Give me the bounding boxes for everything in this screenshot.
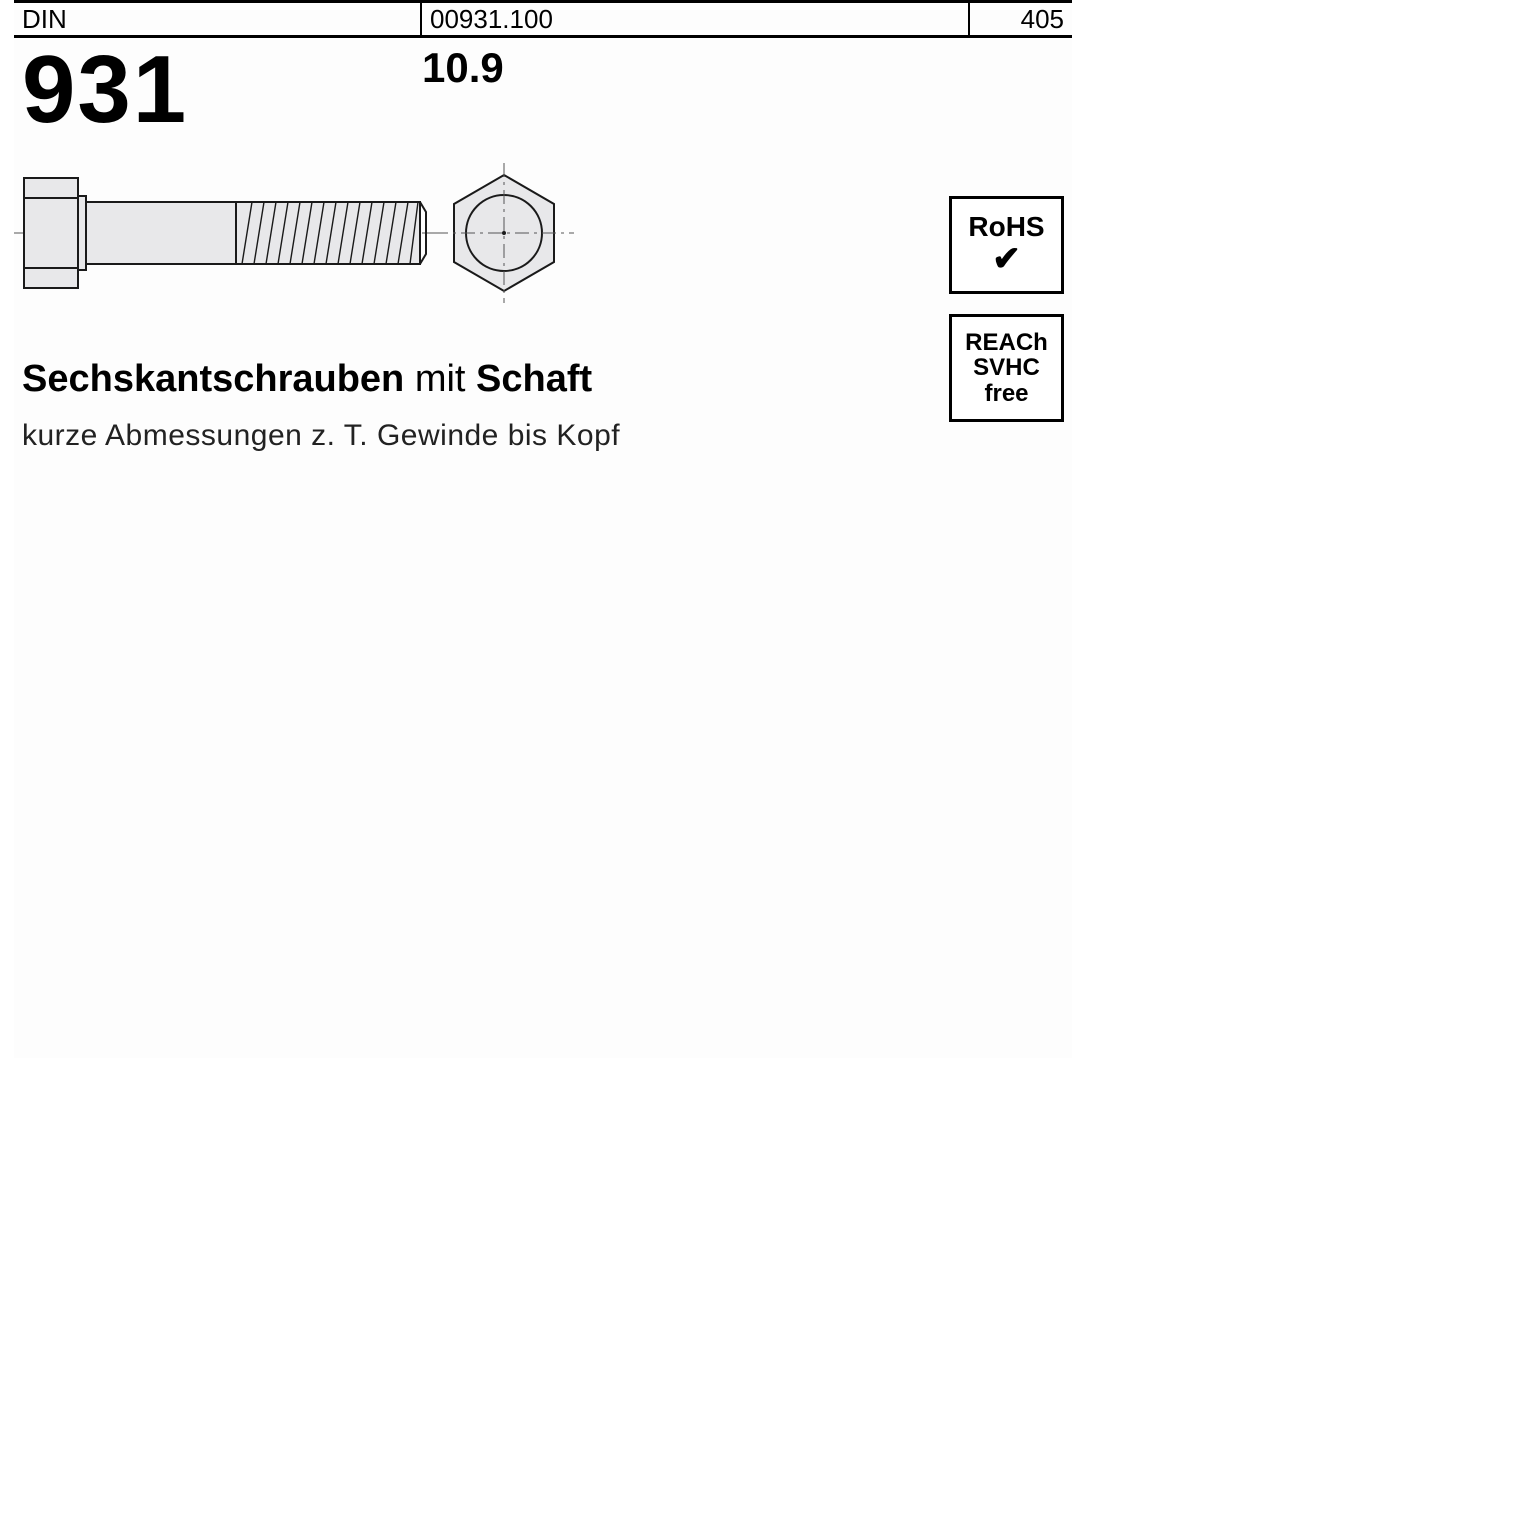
product-subtitle: kurze Abmessungen z. T. Gewinde bis Kopf — [22, 419, 1064, 453]
reach-badge: REACh SVHC free — [949, 314, 1064, 422]
header-page-number: 405 — [970, 3, 1072, 35]
title-connector: mit — [404, 358, 476, 400]
header-standard-label: DIN — [14, 3, 422, 35]
standard-row: 931 10.9 — [14, 38, 1072, 138]
product-title: Sechskantschrauben mit Schaft — [22, 358, 1064, 401]
header-code: 00931.100 — [422, 3, 970, 35]
reach-line2: SVHC — [973, 355, 1040, 380]
technical-drawing — [14, 138, 1072, 328]
rohs-badge: RoHS ✔ — [949, 196, 1064, 294]
title-bold-1: Sechskantschrauben — [22, 358, 404, 400]
reach-line3: free — [984, 381, 1028, 406]
checkmark-icon: ✔ — [992, 242, 1021, 278]
datasheet-page: DIN 00931.100 405 931 10.9 — [14, 0, 1072, 1058]
material-grade: 10.9 — [422, 38, 504, 92]
rohs-label: RoHS — [968, 212, 1044, 241]
header-row: DIN 00931.100 405 — [14, 0, 1072, 38]
title-block: Sechskantschrauben mit Schaft kurze Abme… — [14, 328, 1072, 453]
bolt-diagram-svg — [14, 138, 714, 328]
standard-number: 931 — [22, 38, 422, 138]
title-bold-2: Schaft — [476, 358, 592, 400]
reach-line1: REACh — [965, 330, 1048, 355]
